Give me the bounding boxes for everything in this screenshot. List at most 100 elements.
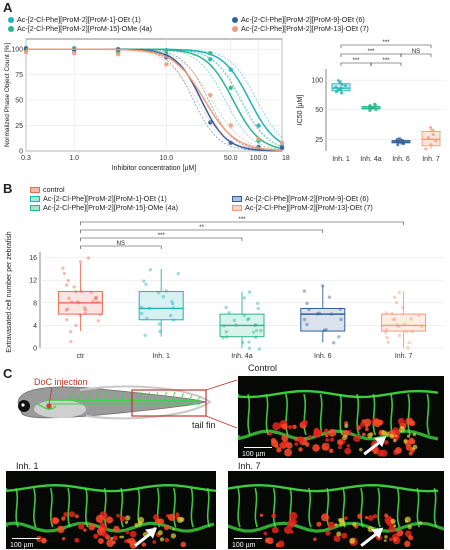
isv-line: [171, 391, 176, 401]
data-point-inh7: [279, 140, 285, 146]
data-point-inh6: [279, 145, 285, 151]
isv-line: [188, 394, 193, 401]
overlap-cell: [393, 524, 397, 528]
tumor-cell: [63, 512, 69, 517]
jitter-point: [327, 295, 332, 299]
tumor-cell: [384, 440, 389, 445]
jitter-point: [336, 79, 340, 83]
tumor-cell: [101, 531, 108, 537]
tumor-cell: [283, 526, 292, 534]
vessel-isv: [15, 487, 19, 528]
tumor-cell: [112, 535, 118, 541]
jitter-point: [70, 300, 74, 304]
jitter-point: [83, 311, 88, 316]
jitter-point: [68, 329, 73, 334]
legend-swatch: [8, 25, 14, 32]
jitter-point: [384, 311, 388, 315]
tumor-cell: [270, 437, 277, 444]
overlap-cell: [344, 423, 349, 429]
isv-line: [112, 391, 116, 401]
legend-item-inh4a: Ac-[2-Cl-Phe][ProM-2][ProM-15]-OMe (4a): [30, 203, 178, 212]
jitter-point: [161, 295, 166, 299]
vessel-dorsal: [238, 389, 439, 399]
tumor-cell: [268, 431, 272, 436]
jitter-point: [143, 333, 147, 338]
jitter-point: [395, 323, 399, 327]
data-point-inh7: [71, 51, 77, 56]
tumor-cell: [373, 450, 378, 455]
tumor-cell: [312, 444, 320, 452]
jitter-point: [404, 329, 409, 334]
tumor-cell: [41, 537, 47, 543]
significance-bracket: [80, 245, 162, 249]
jitter-point: [247, 316, 251, 321]
tumor-cell: [291, 518, 297, 525]
legend-swatch: [232, 195, 242, 202]
x-tick-label: Inh. 1: [332, 156, 350, 163]
tumor-cell: [325, 438, 329, 442]
dorsal-aorta: [45, 399, 201, 402]
jitter-point: [397, 333, 402, 338]
data-point-inh4a: [228, 85, 233, 91]
data-point-inh4a: [208, 51, 213, 56]
micrograph-art: [228, 483, 444, 548]
jitter-point: [334, 85, 338, 89]
x-tick-label: 1.0: [69, 155, 79, 162]
jitter-point: [434, 139, 438, 143]
jitter-point: [74, 323, 78, 328]
x-tick-label: 100.0: [250, 155, 268, 162]
data-point-inh7: [208, 92, 213, 98]
legend-swatch: [8, 16, 14, 23]
yolk: [34, 400, 86, 418]
jitter-point: [168, 313, 173, 318]
jitter-point: [67, 296, 71, 300]
y-axis-label: Extravasated cell number per zebrafish: [6, 231, 13, 352]
overlap-cell: [172, 527, 176, 531]
box: [381, 313, 427, 332]
tumor-cell: [113, 525, 120, 533]
jitter-point: [77, 300, 81, 305]
overlap-cell: [176, 516, 183, 523]
vessel-isv: [396, 487, 401, 528]
data-point-inh1: [208, 57, 213, 62]
overlap-cell: [124, 520, 129, 524]
x-tick-label: Inh. 7: [395, 353, 413, 360]
jitter-point: [222, 324, 226, 328]
isv-line: [103, 391, 108, 401]
vessel-ventral: [6, 521, 215, 533]
scale-label: 100 µm: [242, 451, 266, 458]
isv-line: [146, 391, 150, 401]
y-tick-label: 50: [15, 98, 23, 105]
vessel-isv: [254, 487, 258, 528]
overlap-cell: [342, 434, 348, 440]
legend-item-inh6: Ac-[2-Cl-Phe][ProM-2][ProM-9]-OEt (6): [232, 194, 369, 203]
tumor-cell: [380, 449, 388, 457]
overlap-cell: [367, 432, 373, 439]
jitter-point: [373, 102, 377, 106]
jitter-point: [417, 313, 421, 317]
isv-line: [163, 391, 167, 401]
tumor-cell: [294, 442, 299, 447]
jitter-point: [368, 104, 372, 108]
zoom-line-bottom: [205, 415, 238, 429]
overlap-cell: [399, 426, 405, 433]
vessel-isv: [32, 487, 37, 528]
tumor-cell: [304, 442, 310, 447]
tumor-cell: [308, 434, 312, 439]
jitter-point: [221, 336, 225, 340]
heart-vessel: [37, 403, 57, 410]
jitter-point: [145, 316, 149, 321]
jitter-point: [331, 341, 336, 345]
tumor-cell: [357, 513, 363, 519]
jitter-point: [255, 301, 260, 306]
tumor-cell: [271, 526, 279, 534]
jitter-point: [86, 256, 91, 260]
vessel-dorsal: [228, 483, 439, 493]
overlap-cell: [170, 533, 177, 539]
significance-label: ***: [367, 49, 375, 55]
y-tick-label: 16: [29, 255, 37, 262]
jitter-point: [317, 311, 321, 315]
jitter-point: [402, 322, 407, 326]
tumor-cell: [180, 541, 187, 548]
injection-needle: [48, 387, 53, 405]
